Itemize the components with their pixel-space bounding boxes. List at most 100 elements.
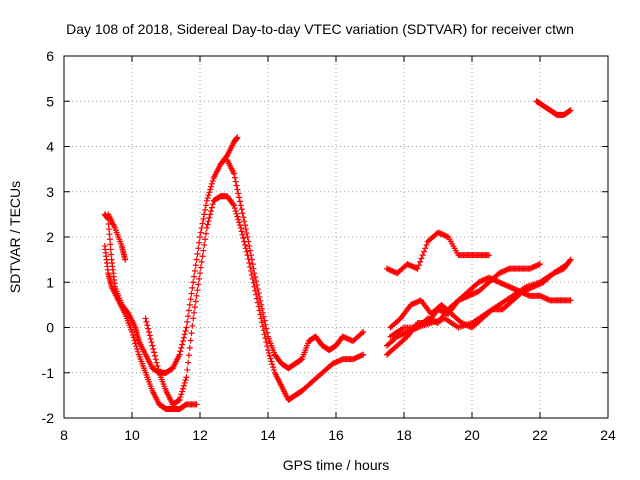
series-track-9	[384, 274, 574, 349]
data-point-marker	[146, 332, 153, 339]
x-tick-label: 18	[396, 427, 412, 443]
data-point-marker	[182, 327, 189, 334]
data-point-marker	[247, 247, 254, 254]
data-point-marker	[417, 258, 424, 265]
data-point-marker	[185, 352, 192, 359]
data-point-marker	[209, 178, 216, 185]
data-point-marker	[150, 345, 157, 352]
x-tick-label: 14	[260, 427, 276, 443]
data-point-marker	[180, 385, 186, 392]
data-point-marker	[177, 348, 184, 355]
data-point-marker	[358, 330, 365, 337]
data-point-marker	[195, 245, 202, 252]
data-point-marker	[566, 257, 573, 264]
data-point-marker	[193, 401, 200, 408]
data-point-marker	[145, 325, 152, 332]
data-point-marker	[257, 297, 264, 304]
data-point-marker	[192, 262, 199, 269]
data-point-marker	[236, 194, 243, 201]
series-track-7	[384, 229, 492, 277]
data-point-marker	[246, 260, 253, 267]
data-point-marker	[134, 348, 141, 355]
data-point-marker	[185, 313, 192, 320]
data-point-marker	[240, 235, 247, 242]
data-point-marker	[268, 358, 275, 365]
data-point-marker	[270, 364, 277, 371]
data-point-marker	[237, 202, 244, 209]
data-point-marker	[231, 202, 237, 209]
data-point-marker	[250, 265, 257, 272]
data-point-marker	[263, 339, 270, 346]
data-point-marker	[191, 267, 198, 274]
data-point-marker	[233, 210, 240, 217]
series-track-3	[101, 243, 200, 412]
data-point-marker	[208, 204, 215, 211]
data-point-marker	[188, 330, 195, 337]
data-point-marker	[206, 189, 213, 196]
data-point-marker	[180, 338, 186, 345]
x-tick-label: 10	[124, 427, 140, 443]
data-point-marker	[360, 329, 367, 336]
data-point-marker	[231, 170, 237, 177]
data-point-marker	[186, 301, 193, 308]
data-point-marker	[206, 214, 213, 221]
data-point-marker	[486, 252, 492, 259]
data-point-marker	[189, 284, 196, 291]
data-point-marker	[567, 256, 574, 263]
data-point-marker	[254, 286, 261, 293]
data-point-marker	[243, 248, 250, 255]
data-point-marker	[414, 265, 421, 272]
y-tick-label: 2	[46, 229, 54, 245]
data-point-marker	[253, 282, 260, 289]
data-point-marker	[235, 216, 242, 223]
y-tick-label: -2	[42, 410, 55, 426]
data-point-marker	[423, 241, 430, 248]
data-point-marker	[178, 391, 185, 398]
data-point-marker	[129, 329, 135, 336]
data-point-marker	[179, 388, 186, 395]
data-point-marker	[202, 202, 209, 209]
data-point-marker	[242, 222, 249, 229]
x-tick-label: 20	[464, 427, 480, 443]
x-tick-label: 12	[192, 427, 208, 443]
data-point-marker	[198, 258, 205, 265]
data-point-marker	[193, 292, 200, 299]
data-point-marker	[180, 334, 187, 341]
y-tick-label: 0	[46, 320, 54, 336]
data-point-marker	[232, 207, 239, 214]
data-point-marker	[176, 351, 183, 358]
data-point-marker	[242, 226, 249, 233]
data-point-marker	[122, 256, 129, 263]
data-point-marker	[143, 318, 150, 325]
data-point-marker	[185, 359, 192, 366]
data-point-marker	[242, 241, 249, 248]
data-point-marker	[196, 275, 203, 282]
data-point-marker	[202, 230, 209, 237]
data-point-marker	[234, 213, 241, 220]
data-point-marker	[256, 293, 263, 300]
data-point-marker	[152, 356, 159, 363]
data-point-marker	[189, 322, 196, 329]
data-point-marker	[147, 335, 154, 342]
data-point-marker	[183, 324, 190, 331]
data-point-marker	[234, 134, 241, 141]
data-point-marker	[233, 182, 240, 189]
data-point-marker	[180, 382, 187, 389]
data-point-marker	[231, 205, 238, 212]
data-point-marker	[191, 304, 198, 311]
data-point-marker	[234, 186, 241, 193]
y-tick-label: 3	[46, 184, 54, 200]
data-point-marker	[239, 231, 246, 238]
data-point-marker	[241, 218, 248, 225]
y-tick-label: 4	[46, 139, 54, 155]
data-point-marker	[155, 366, 162, 373]
data-point-marker	[197, 234, 203, 240]
data-point-marker	[201, 241, 208, 248]
data-point-marker	[265, 347, 271, 354]
series-track-2	[105, 211, 129, 263]
data-point-marker	[197, 264, 204, 271]
data-point-marker	[207, 186, 214, 193]
data-point-marker	[142, 315, 149, 322]
data-point-marker	[181, 331, 188, 338]
